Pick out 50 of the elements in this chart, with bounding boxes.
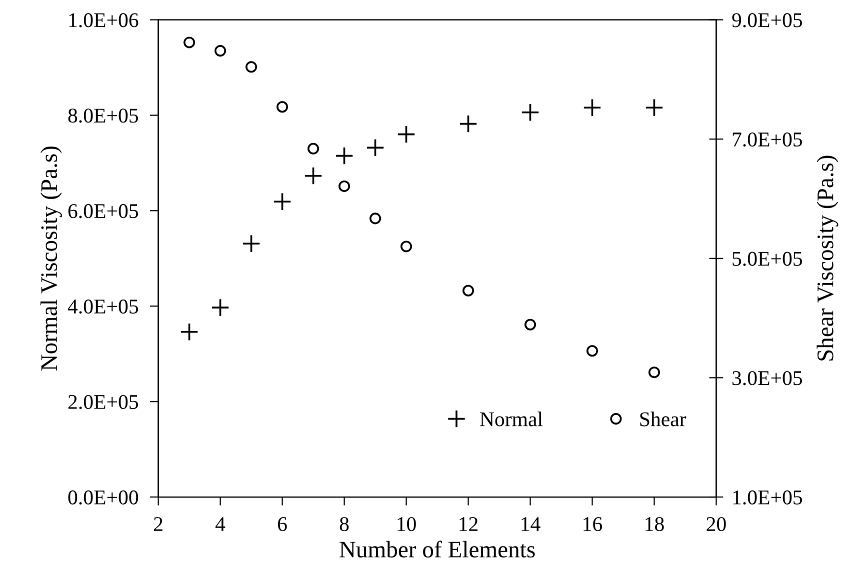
x-axis-title: Number of Elements <box>340 540 535 558</box>
point <box>400 240 412 252</box>
point <box>335 146 354 166</box>
x-tick-label: 6 <box>278 517 287 532</box>
y2-tick-label: 7.0E+05 <box>732 132 802 147</box>
point <box>242 234 261 253</box>
y2-tick-label: 9.0E+05 <box>732 13 802 28</box>
point <box>184 36 196 48</box>
point <box>180 322 199 342</box>
x-tick-label: 12 <box>460 517 478 531</box>
y2-tick-label: 3.0E+05 <box>732 371 802 386</box>
y-axis-title: Normal Viscosity (Pa.s) <box>40 146 62 371</box>
y-tick-label: 1.0E+06 <box>69 13 138 28</box>
legend-label: Normal <box>480 412 543 426</box>
point <box>273 192 292 211</box>
y-tick-label: 2.0E+05 <box>68 394 138 410</box>
point <box>246 61 258 73</box>
x-tick-label: 8 <box>340 517 349 532</box>
x-tick-label: 20 <box>706 517 726 532</box>
point <box>214 45 226 57</box>
point <box>338 180 350 192</box>
point <box>524 318 536 330</box>
point <box>304 166 323 186</box>
x-tick-label: 18 <box>646 517 664 532</box>
legend-label: Shear <box>640 412 686 426</box>
point <box>459 114 478 134</box>
point <box>521 103 540 122</box>
y-tick-label: 0.0E+00 <box>68 490 138 505</box>
x-tick-label: 10 <box>398 517 416 532</box>
x-tick-label: 14 <box>522 517 540 531</box>
y-tick-label: 8.0E+05 <box>68 108 138 123</box>
point <box>366 138 385 157</box>
y2-axis-title: Shear Viscosity (Pa.s) <box>816 156 838 361</box>
point <box>308 142 320 154</box>
point <box>583 98 602 117</box>
y-tick-label: 6.0E+05 <box>68 204 138 218</box>
point <box>462 284 474 296</box>
x-tick-label: 16 <box>584 517 602 532</box>
x-tick-label: 2 <box>154 517 162 531</box>
x-tick-label: 4 <box>215 517 226 531</box>
point <box>397 125 416 144</box>
point <box>276 101 288 113</box>
y2-tick-label: 1.0E+05 <box>733 490 802 505</box>
y-tick-label: 4.0E+05 <box>68 300 138 314</box>
y2-tick-label: 5.0E+05 <box>732 252 802 266</box>
point <box>370 212 382 224</box>
point <box>644 98 664 117</box>
point <box>648 366 660 378</box>
point <box>211 298 230 317</box>
point <box>586 345 598 357</box>
